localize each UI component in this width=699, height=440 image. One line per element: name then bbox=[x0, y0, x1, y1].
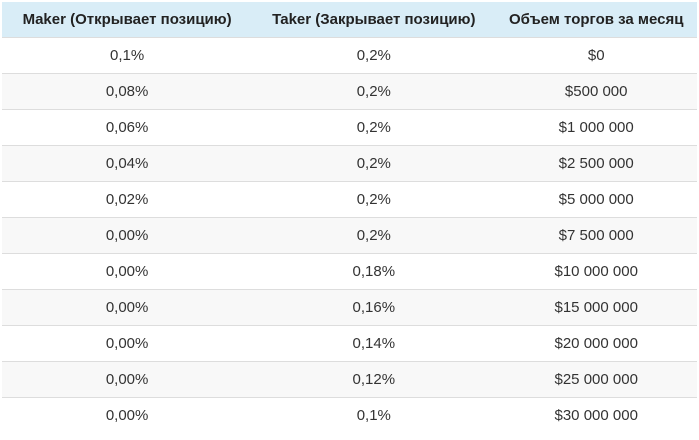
maker-fee-cell: 0,00% bbox=[105, 371, 149, 388]
table-row: 0,1% 0,2% $0 bbox=[2, 37, 697, 74]
maker-fee-cell: 0,06% bbox=[105, 119, 149, 136]
maker-fee-cell: 0,00% bbox=[105, 263, 149, 280]
maker-fee-cell: 0,1% bbox=[109, 47, 145, 64]
taker-fee-cell: 0,1% bbox=[356, 407, 391, 424]
column-header-maker: Maker (Открывает позицию) bbox=[22, 11, 232, 28]
table-header: Maker (Открывает позицию) Taker (Закрыва… bbox=[2, 2, 697, 38]
volume-cell: $1 000 000 bbox=[558, 119, 634, 136]
taker-fee-cell: 0,2% bbox=[356, 191, 391, 208]
taker-fee-cell: 0,2% bbox=[356, 155, 391, 172]
table-body: 0,1% 0,2% $0 0,08% 0,2% $500 000 0,06% 0… bbox=[2, 37, 697, 433]
volume-cell: $10 000 000 bbox=[554, 263, 638, 280]
volume-cell: $7 500 000 bbox=[558, 227, 634, 244]
taker-fee-cell: 0,2% bbox=[356, 227, 391, 244]
volume-cell: $2 500 000 bbox=[558, 155, 634, 172]
table-row: 0,00% 0,1% $30 000 000 bbox=[2, 397, 697, 433]
table-row: 0,00% 0,12% $25 000 000 bbox=[2, 361, 697, 398]
table-row: 0,04% 0,2% $2 500 000 bbox=[2, 145, 697, 182]
taker-fee-cell: 0,14% bbox=[352, 335, 396, 352]
volume-cell: $20 000 000 bbox=[554, 335, 638, 352]
taker-fee-cell: 0,2% bbox=[356, 119, 391, 136]
table-row: 0,06% 0,2% $1 000 000 bbox=[2, 109, 697, 146]
table-row: 0,00% 0,16% $15 000 000 bbox=[2, 289, 697, 326]
maker-fee-cell: 0,04% bbox=[105, 155, 149, 172]
volume-cell: $30 000 000 bbox=[554, 407, 638, 424]
volume-cell: $5 000 000 bbox=[558, 191, 634, 208]
table-row: 0,00% 0,18% $10 000 000 bbox=[2, 253, 697, 290]
header-row: Maker (Открывает позицию) Taker (Закрыва… bbox=[2, 2, 697, 38]
table-row: 0,00% 0,2% $7 500 000 bbox=[2, 217, 697, 254]
volume-cell: $500 000 bbox=[564, 83, 628, 100]
maker-fee-cell: 0,00% bbox=[105, 299, 149, 316]
volume-cell: $15 000 000 bbox=[554, 299, 638, 316]
table-row: 0,00% 0,14% $20 000 000 bbox=[2, 325, 697, 362]
table-row: 0,02% 0,2% $5 000 000 bbox=[2, 181, 697, 218]
column-header-taker: Taker (Закрывает позицию) bbox=[272, 11, 476, 28]
volume-cell: $25 000 000 bbox=[554, 371, 638, 388]
table-row: 0,08% 0,2% $500 000 bbox=[2, 73, 697, 110]
taker-fee-cell: 0,16% bbox=[352, 299, 396, 316]
volume-cell: $0 bbox=[587, 47, 605, 64]
maker-fee-cell: 0,08% bbox=[105, 83, 149, 100]
column-header-volume: Объем торгов за месяц bbox=[508, 11, 684, 28]
maker-fee-cell: 0,00% bbox=[105, 227, 149, 244]
taker-fee-cell: 0,12% bbox=[352, 371, 396, 388]
maker-fee-cell: 0,02% bbox=[105, 191, 149, 208]
taker-fee-cell: 0,18% bbox=[352, 263, 396, 280]
fees-table: Maker (Открывает позицию) Taker (Закрыва… bbox=[2, 2, 697, 433]
maker-fee-cell: 0,00% bbox=[105, 335, 149, 352]
maker-fee-cell: 0,00% bbox=[105, 407, 149, 424]
taker-fee-cell: 0,2% bbox=[356, 47, 391, 64]
taker-fee-cell: 0,2% bbox=[356, 83, 391, 100]
